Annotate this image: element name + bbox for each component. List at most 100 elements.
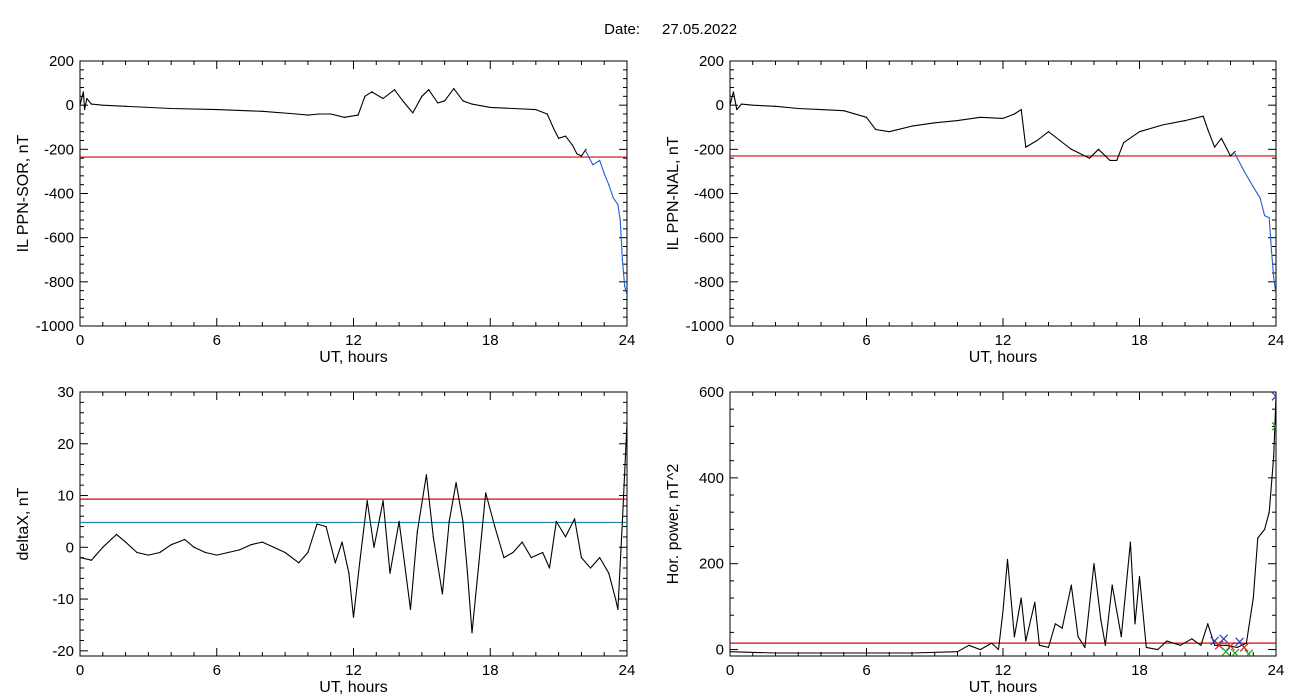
data-point: [1104, 644, 1106, 646]
data-point: [341, 541, 343, 543]
x-tick-label: 24: [1268, 662, 1285, 679]
data-point: [485, 492, 487, 494]
data-point: [318, 113, 320, 115]
data-series-line: [80, 423, 627, 634]
x-tick-label: 6: [213, 662, 221, 679]
data-point: [1138, 131, 1141, 133]
y-tick-label: 20: [57, 436, 74, 453]
data-point: [797, 107, 799, 110]
y-tick-label: -200: [694, 141, 724, 158]
y-tick-label: -800: [44, 274, 74, 291]
data-point: [1166, 640, 1168, 642]
data-point: [1006, 558, 1009, 561]
y-tick-label: -400: [694, 186, 724, 203]
data-point: [603, 173, 605, 175]
data-point: [170, 544, 172, 546]
y-tick-label: 200: [699, 53, 724, 70]
x-tick-label: 6: [213, 332, 221, 349]
data-point: [298, 562, 300, 564]
data-point: [997, 648, 1000, 651]
data-point: [626, 422, 627, 424]
data-point: [83, 108, 86, 111]
data-marker-b: [1271, 395, 1276, 401]
data-point: [548, 567, 551, 569]
plot-frame: [79, 60, 628, 327]
plot-area: [730, 91, 1276, 296]
data-point: [448, 520, 450, 523]
data-point: [471, 632, 473, 634]
data-marker-b: [1239, 642, 1249, 652]
data-point: [1252, 597, 1254, 599]
data-point: [752, 104, 754, 106]
data-point: [102, 546, 104, 548]
data-point: [494, 525, 496, 528]
data-point: [956, 651, 959, 653]
x-axis-label: UT, hours: [969, 349, 1037, 366]
data-series-line: [80, 88, 587, 157]
data-point: [621, 520, 624, 523]
data-point: [608, 184, 610, 186]
data-point: [1002, 610, 1004, 612]
y-tick-label: 400: [699, 470, 724, 487]
y-tick-label: -1000: [36, 318, 74, 335]
data-point: [428, 89, 430, 91]
plot-area: [80, 88, 627, 296]
panel-top-right: 0 6 12 18 24 200 0 -200 -400 -600 -800 -1000 UT, hou…: [665, 53, 1284, 366]
data-point: [136, 551, 138, 554]
data-point: [1213, 644, 1216, 646]
data-point: [330, 113, 332, 115]
data-point: [612, 197, 614, 199]
data-point: [1088, 157, 1091, 159]
data-point: [86, 97, 88, 100]
data-point: [147, 554, 149, 556]
data-series-line: [730, 396, 1276, 654]
y-axis-label: IL PPN-NAL, nT: [665, 136, 682, 250]
data-point: [371, 91, 373, 93]
data-point: [170, 107, 172, 110]
data-point: [1054, 623, 1056, 625]
data-point: [393, 89, 396, 91]
data-point: [580, 155, 583, 157]
data-point: [911, 652, 913, 654]
data-marker-b: [1226, 641, 1235, 651]
data-point: [471, 103, 473, 105]
data-point: [1236, 646, 1238, 649]
data-point: [888, 131, 890, 133]
data-point: [1243, 170, 1245, 173]
data-point: [462, 100, 464, 102]
data-point: [621, 259, 624, 261]
data-point: [1047, 646, 1050, 649]
data-point: [250, 544, 252, 546]
data-point: [865, 652, 868, 654]
x-tick-label: 24: [1268, 332, 1285, 349]
data-point: [564, 135, 567, 137]
data-point: [503, 557, 505, 559]
x-tick-label: 24: [619, 662, 636, 679]
data-point: [1002, 117, 1004, 120]
data-marker-b: [1219, 634, 1229, 644]
y-tick-label: 0: [66, 97, 74, 114]
data-marker-b: [1231, 648, 1240, 656]
data-point: [124, 541, 127, 543]
data-point: [316, 523, 318, 525]
data-point: [979, 648, 981, 651]
data-point: [968, 644, 970, 646]
data-point: [1273, 455, 1275, 457]
data-point: [1273, 276, 1275, 279]
data-point: [357, 114, 359, 116]
x-tick-label: 0: [76, 332, 84, 349]
data-point: [389, 572, 391, 574]
data-point: [1077, 636, 1079, 638]
y-tick-label: 600: [699, 384, 724, 401]
data-point: [284, 551, 286, 554]
data-point: [366, 500, 368, 502]
data-point: [82, 91, 85, 93]
data-point: [1252, 186, 1254, 188]
y-tick-label: 0: [716, 642, 724, 659]
data-point: [1013, 113, 1015, 115]
data-point: [1013, 636, 1015, 638]
data-point: [1038, 644, 1040, 646]
data-point: [382, 500, 384, 502]
x-tick-label: 0: [726, 332, 734, 349]
